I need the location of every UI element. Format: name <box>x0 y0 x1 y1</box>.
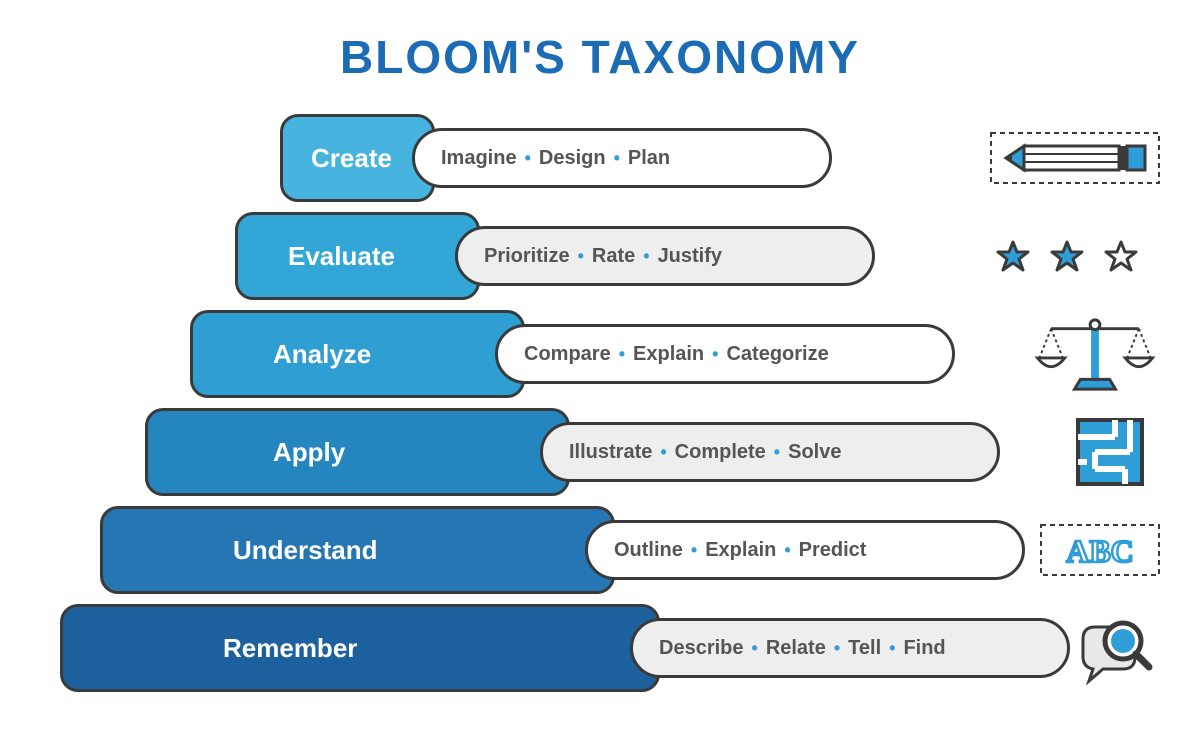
level-block: Remember <box>60 604 660 692</box>
magnifier-icon <box>1070 604 1160 692</box>
taxonomy-row: Remember Describe • Relate • Tell • Find <box>40 604 1160 692</box>
verb: Justify <box>658 245 722 268</box>
separator-dot: • <box>774 442 780 463</box>
level-block: Analyze <box>190 310 525 398</box>
taxonomy-row: Create Imagine • Design • Plan <box>40 114 1160 202</box>
verbs-pill: Prioritize • Rate • Justify <box>455 226 875 286</box>
pyramid-rows: Create Imagine • Design • Plan Evaluate Priori… <box>40 114 1160 692</box>
verb: Describe <box>659 637 744 660</box>
taxonomy-row: Apply Illustrate • Complete • Solve <box>40 408 1160 496</box>
verb: Predict <box>799 539 867 562</box>
separator-dot: • <box>784 540 790 561</box>
verbs-pill: Outline • Explain • Predict <box>585 520 1025 580</box>
separator-dot: • <box>660 442 666 463</box>
stars-icon <box>990 212 1160 300</box>
verb: Imagine <box>441 147 517 170</box>
scales-icon <box>1030 310 1160 398</box>
verb: Complete <box>675 441 766 464</box>
taxonomy-row: Analyze Compare • Explain • Categorize <box>40 310 1160 398</box>
verb: Tell <box>848 637 881 660</box>
separator-dot: • <box>619 344 625 365</box>
verbs-pill: Describe • Relate • Tell • Find <box>630 618 1070 678</box>
separator-dot: • <box>834 638 840 659</box>
separator-dot: • <box>525 148 531 169</box>
verbs-pill: Illustrate • Complete • Solve <box>540 422 1000 482</box>
verb: Explain <box>633 343 704 366</box>
separator-dot: • <box>889 638 895 659</box>
pencil-icon <box>990 114 1160 202</box>
verb: Categorize <box>726 343 828 366</box>
separator-dot: • <box>752 638 758 659</box>
level-block: Understand <box>100 506 615 594</box>
verb: Relate <box>766 637 826 660</box>
taxonomy-row: Evaluate Prioritize • Rate • Justify <box>40 212 1160 300</box>
maze-icon <box>1060 408 1160 496</box>
verb: Solve <box>788 441 841 464</box>
verb: Illustrate <box>569 441 652 464</box>
level-label: Understand <box>233 535 377 566</box>
level-label: Apply <box>273 437 345 468</box>
level-label: Evaluate <box>288 241 395 272</box>
level-label: Analyze <box>273 339 371 370</box>
taxonomy-row: Understand Outline • Explain • Predict ABC <box>40 506 1160 594</box>
abc-icon: ABC <box>1040 506 1160 594</box>
separator-dot: • <box>614 148 620 169</box>
level-label: Create <box>311 143 392 174</box>
separator-dot: • <box>578 246 584 267</box>
verb: Prioritize <box>484 245 570 268</box>
level-block: Evaluate <box>235 212 480 300</box>
svg-text:ABC: ABC <box>1066 533 1134 569</box>
verb: Design <box>539 147 606 170</box>
separator-dot: • <box>643 246 649 267</box>
verb: Plan <box>628 147 670 170</box>
verb: Find <box>903 637 945 660</box>
separator-dot: • <box>712 344 718 365</box>
verb: Explain <box>705 539 776 562</box>
verb: Compare <box>524 343 611 366</box>
infographic-container: BLOOM'S TAXONOMY Create Imagine • Design • Pl… <box>0 0 1200 750</box>
verb: Outline <box>614 539 683 562</box>
verbs-pill: Imagine • Design • Plan <box>412 128 832 188</box>
verbs-pill: Compare • Explain • Categorize <box>495 324 955 384</box>
main-title: BLOOM'S TAXONOMY <box>0 30 1200 84</box>
verb: Rate <box>592 245 635 268</box>
level-label: Remember <box>223 633 357 664</box>
level-block: Apply <box>145 408 570 496</box>
separator-dot: • <box>691 540 697 561</box>
